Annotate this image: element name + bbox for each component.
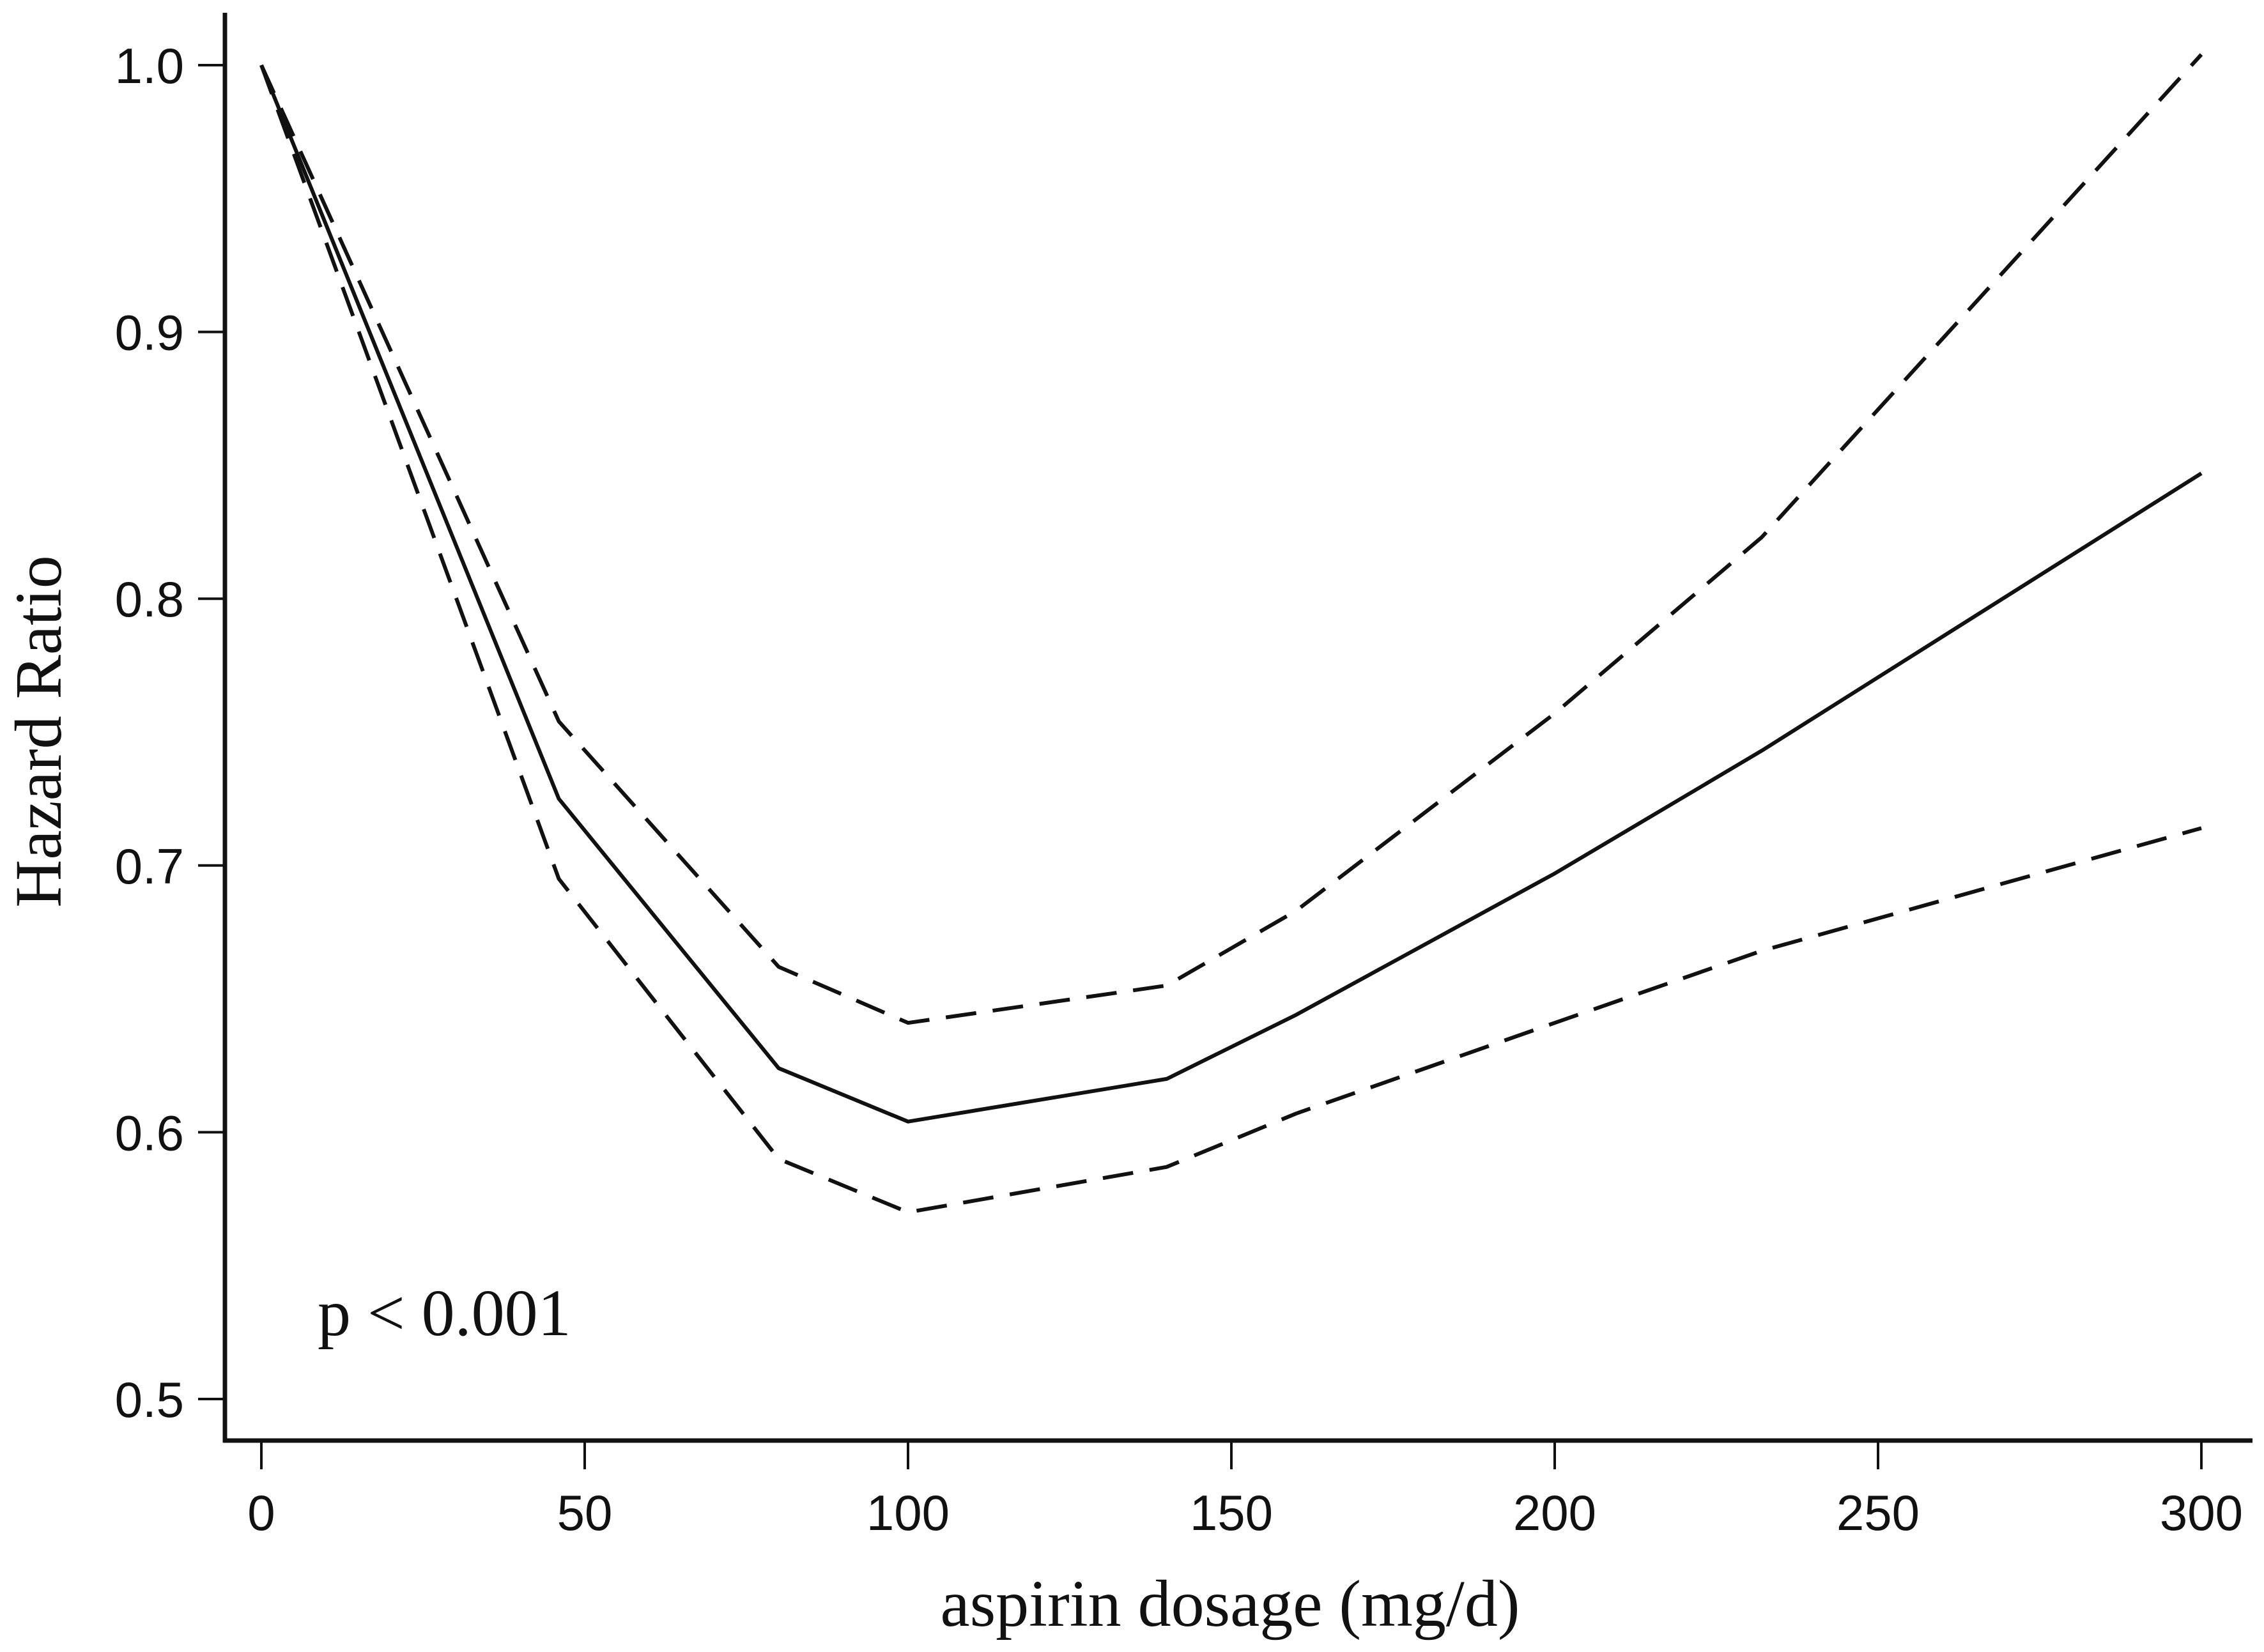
x-tick-label: 300 <box>2160 1485 2243 1541</box>
x-tick-label: 200 <box>1513 1485 1596 1541</box>
x-tick-label: 100 <box>866 1485 950 1541</box>
y-tick-label: 0.9 <box>115 305 184 361</box>
y-tick-label: 1.0 <box>115 38 184 94</box>
y-tick-label: 0.7 <box>115 838 184 894</box>
x-tick-label: 250 <box>1837 1485 1920 1541</box>
x-tick-label: 50 <box>557 1485 613 1541</box>
lower-ci-line <box>259 64 2202 1214</box>
hazard-ratio-line <box>259 64 2203 1124</box>
upper-ci-line <box>259 53 2203 1025</box>
x-tick-label: 0 <box>247 1485 275 1541</box>
p-value-annotation: p < 0.001 <box>318 1276 571 1350</box>
y-tick-label: 0.8 <box>115 571 184 627</box>
y-axis-title: Hazard Ratio <box>2 555 75 908</box>
x-tick-label: 150 <box>1190 1485 1273 1541</box>
x-axis-title: aspirin dosage (mg/d) <box>941 1567 1520 1641</box>
y-tick-label: 0.6 <box>115 1105 184 1161</box>
y-tick-label: 0.5 <box>115 1372 184 1428</box>
